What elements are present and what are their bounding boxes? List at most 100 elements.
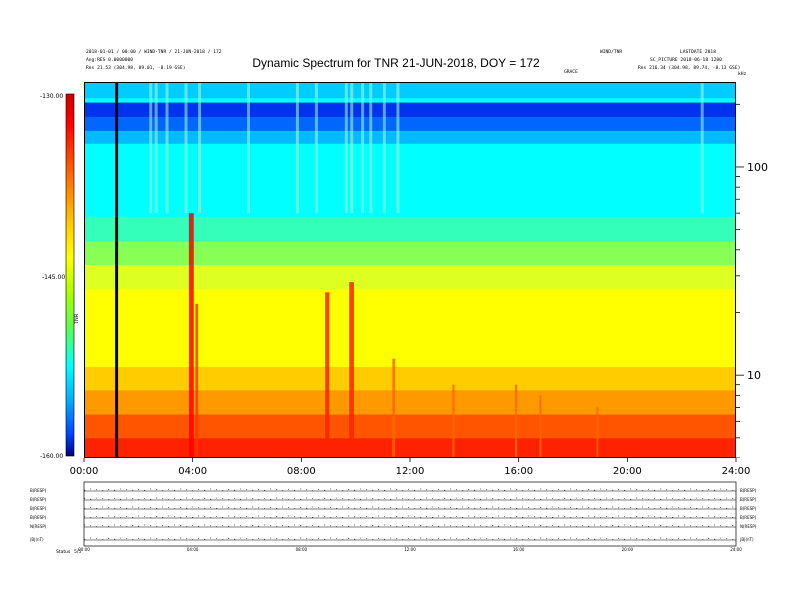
x-axis: 00:00 04:00 08:00 12:00 16:00 20:00 24:00 [70, 458, 751, 477]
burst-6 [514, 384, 518, 458]
panels-frame [83, 481, 737, 547]
band-4 [84, 288, 736, 368]
status-label: Status [56, 549, 71, 555]
panel-noise [84, 515, 734, 518]
panel-x-label: 20:00 [622, 547, 634, 552]
burst-2 [325, 292, 330, 458]
panel-x-label: 12:00 [404, 547, 416, 552]
stripe-7 [314, 82, 318, 214]
stripe-10 [361, 82, 365, 214]
band-9 [84, 130, 736, 144]
header-center-small: GRACE [564, 70, 578, 75]
x-tick-label: 04:00 [178, 466, 207, 477]
y-tick-label: 10 [747, 369, 761, 382]
band-5 [84, 264, 736, 290]
colorbar-tick-bottom: -160.00 [40, 453, 63, 460]
burst-1 [195, 303, 199, 458]
panel-label: B(RESP) [30, 506, 47, 511]
panel-label: B(RESP) [30, 497, 47, 502]
chart-title: Dynamic Spectrum for TNR 21-JUN-2018, DO… [252, 56, 540, 70]
stripe-13 [396, 82, 400, 214]
band-6 [84, 241, 736, 266]
colorbar: -130.00 -145.00 -160.00 TNR [40, 93, 80, 460]
burst-5 [452, 384, 455, 458]
panel-x-label: 08:00 [296, 547, 308, 552]
panel-noise [84, 497, 734, 500]
header-right-top2: LASTDATE 2018 [680, 50, 716, 55]
panel-label: N(RESP) [30, 524, 47, 529]
status-value: 5/5 [74, 549, 81, 555]
x-tick-label: 16:00 [504, 466, 533, 477]
panel-noise [84, 524, 734, 527]
band-11 [84, 102, 736, 117]
panel-label: |B|(nT) [30, 537, 44, 542]
stripe-0 [149, 82, 153, 214]
panel-x-label: 24:00 [730, 547, 742, 552]
band-12 [84, 97, 736, 103]
panel-noise [84, 506, 734, 509]
burst-0 [188, 213, 194, 458]
highfreq-stripes [149, 82, 704, 214]
colorbar-tick-top: -130.00 [40, 93, 63, 100]
burst-8 [596, 407, 599, 458]
panel-right-label: B(RESP) [740, 488, 757, 493]
panel-label: B(RESP) [30, 488, 47, 493]
band-3 [84, 366, 736, 391]
panel-right-label: B(RESP) [740, 497, 757, 502]
band-10 [84, 116, 736, 131]
stripe-4 [198, 82, 202, 214]
x-tick-label: 24:00 [722, 466, 751, 477]
x-tick-label: 12:00 [396, 466, 425, 477]
stripe-12 [382, 82, 386, 214]
stripe-1 [154, 82, 158, 214]
panel-right-label: N(RESP) [740, 524, 757, 529]
panel-noise [84, 537, 734, 540]
stripe-14 [700, 82, 704, 214]
panel-right-label: B(RESP) [740, 506, 757, 511]
header-right-top1: WIND/TNR [600, 50, 623, 55]
stripe-2 [165, 82, 169, 214]
panel-right-label: |B|(nT) [740, 537, 754, 542]
panel-x-label: 16:00 [513, 547, 525, 552]
x-tick-label: 08:00 [287, 466, 316, 477]
band-0 [84, 437, 736, 458]
plot-frame [84, 82, 736, 458]
header-right-line2: SC_PICTURE 2018-06-18 1200 [650, 58, 722, 63]
radio-bursts [188, 213, 599, 458]
header-right-line3: Res 216.34 (304.98, 89.74, -8.13 GSE) [638, 66, 741, 71]
band-2 [84, 389, 736, 415]
data-gap-line [115, 82, 119, 458]
stripe-5 [247, 82, 250, 214]
timeseries-panels: B(RESP) B(RESP) B(RESP) B(RESP) B(RESP) B(RES… [30, 481, 757, 555]
panel-right-label: B(RESP) [740, 515, 757, 520]
colorbar-tick-mid: -145.00 [42, 274, 65, 281]
stripe-3 [184, 82, 188, 214]
spectrogram [84, 82, 736, 458]
y-axis: 100 10 [736, 103, 768, 458]
colorbar-ramp [65, 93, 75, 457]
header-left-line1: 2018-01-01 / 00:00 / WIND-TNR / 21-JUN-2… [86, 50, 222, 55]
burst-7 [539, 395, 542, 458]
x-tick-label: 00:00 [70, 466, 99, 477]
burst-3 [349, 282, 355, 458]
y-tick-label: 100 [747, 161, 768, 174]
header-right-corner: kHz [738, 72, 747, 77]
panel-noise [84, 488, 734, 491]
stripe-8 [344, 82, 348, 214]
colorbar-label: TNR [74, 313, 80, 325]
band-7 [84, 216, 736, 242]
stripe-6 [295, 82, 299, 214]
frequency-bands [84, 82, 736, 458]
panel-label: B(RESP) [30, 515, 47, 520]
header-left-line3: Res 21.53 (304.98, 89.01, -8.19 GSE) [86, 66, 186, 71]
stripe-11 [369, 82, 373, 214]
burst-4 [392, 358, 396, 458]
panel-x-label: 00:00 [78, 547, 90, 552]
x-tick-label: 20:00 [613, 466, 642, 477]
band-8 [84, 143, 736, 217]
header-left-line2: Ang:RES 0.0000000 [86, 58, 134, 63]
band-1 [84, 414, 736, 439]
band-13 [84, 82, 736, 99]
panel-x-label: 04:00 [187, 547, 199, 552]
stripe-9 [350, 82, 354, 214]
